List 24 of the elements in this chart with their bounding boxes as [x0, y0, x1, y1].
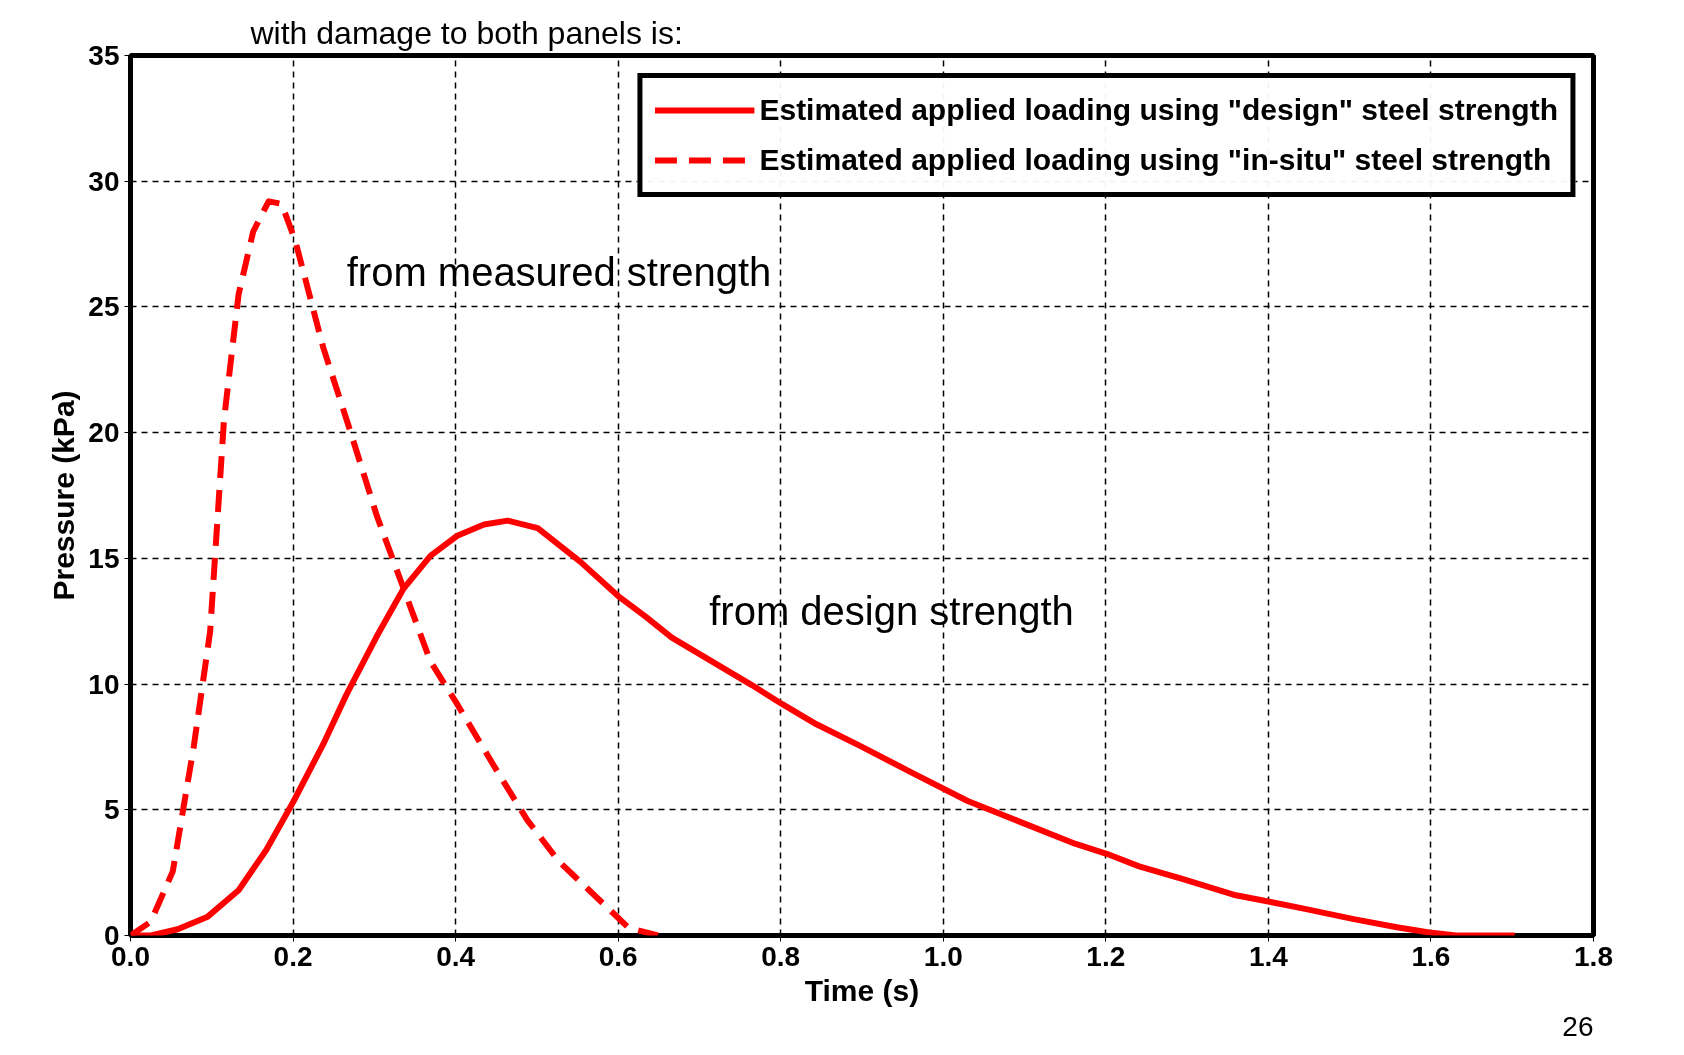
annotation: from measured strength — [346, 249, 772, 294]
annotation: from design strength — [709, 589, 1074, 634]
y-tick-label: 25 — [88, 291, 120, 323]
x-tick-label: 0.8 — [761, 940, 801, 972]
x-axis-title: Time (s) — [804, 973, 920, 1007]
x-tick-label: 0.2 — [273, 940, 313, 972]
x-tick-label: 1.0 — [923, 940, 963, 972]
y-tick-label: 10 — [88, 668, 120, 700]
y-tick-label: 30 — [88, 165, 120, 197]
y-tick-label: 5 — [103, 794, 120, 826]
x-tick-label: 1.2 — [1086, 940, 1126, 972]
y-tick-label: 15 — [88, 542, 120, 574]
legend-label: Estimated applied loading using "in-situ" steel strength — [759, 143, 1552, 177]
x-tick-label: 1.6 — [1411, 940, 1451, 972]
x-tick-label: 1.4 — [1248, 940, 1289, 972]
y-tick-label: 20 — [88, 417, 120, 449]
y-axis-title: Pressure (kPa) — [47, 390, 81, 601]
text: 26 — [1562, 1010, 1594, 1042]
y-tick-label: 35 — [88, 40, 120, 71]
x-tick-label: 0.6 — [598, 940, 638, 972]
x-tick-label: 0.4 — [436, 940, 476, 972]
x-tick-label: 1.8 — [1574, 940, 1613, 972]
text: with damage to both panels is: — [249, 14, 683, 51]
legend-label: Estimated applied loading using "design" steel strength — [759, 93, 1558, 127]
